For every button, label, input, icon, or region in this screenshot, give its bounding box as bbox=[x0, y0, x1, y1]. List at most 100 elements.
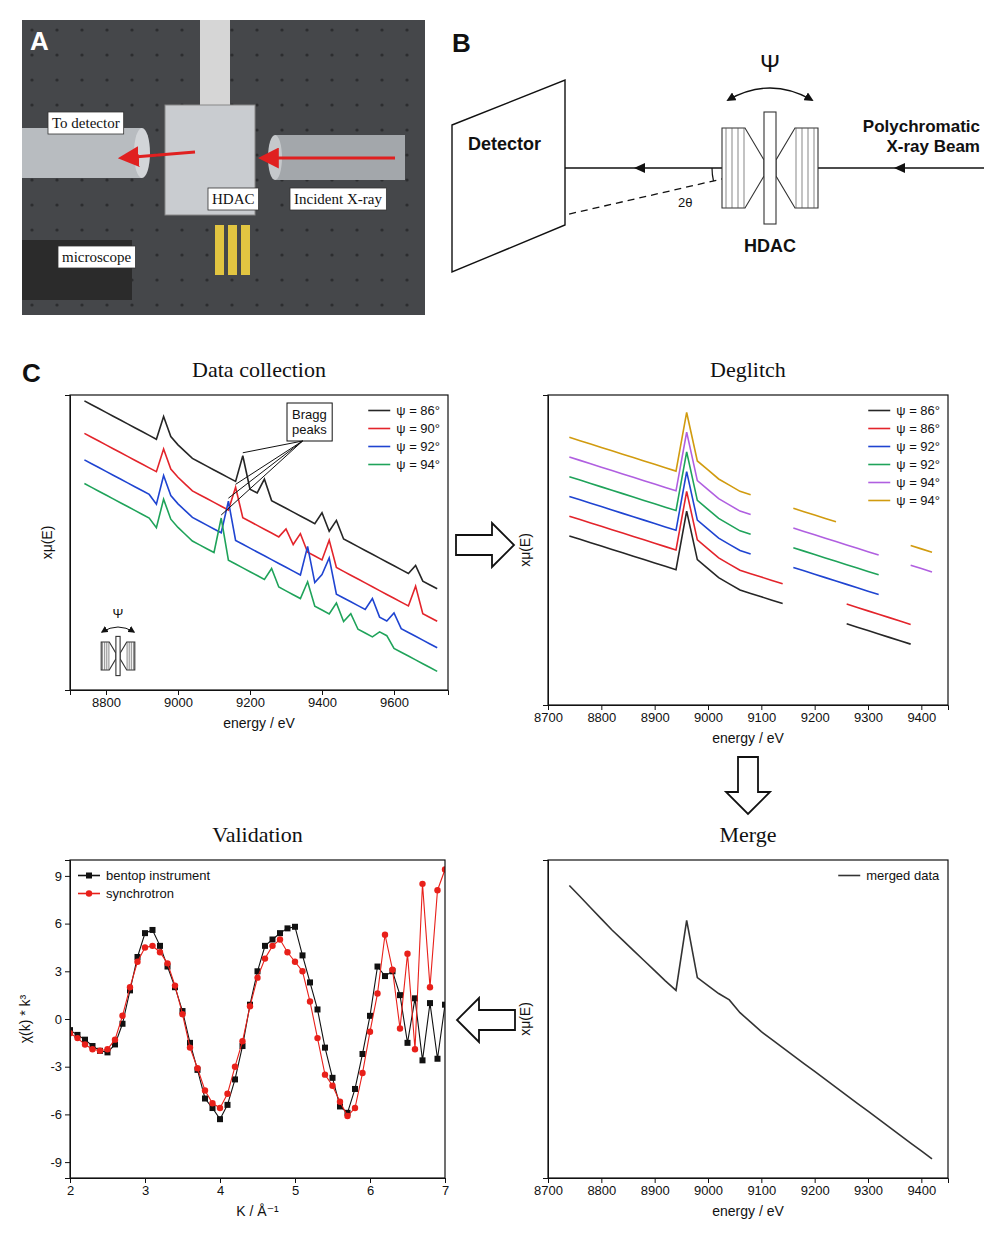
legend-marker bbox=[86, 890, 92, 896]
table-hole bbox=[130, 203, 133, 206]
data-point bbox=[397, 1025, 403, 1031]
legend-swatch bbox=[868, 464, 890, 466]
data-point bbox=[329, 1083, 335, 1089]
table-hole bbox=[230, 53, 233, 56]
anvil-hatch bbox=[808, 128, 809, 208]
beam-arrowhead bbox=[634, 163, 645, 173]
y-axis bbox=[543, 396, 549, 706]
data-point bbox=[157, 949, 163, 955]
data-point bbox=[382, 932, 388, 938]
y-tick-mark bbox=[65, 924, 70, 925]
y-tick: 0 bbox=[55, 1012, 70, 1027]
x-tick: 9200 bbox=[801, 1178, 830, 1198]
cell-plate bbox=[116, 636, 120, 675]
anvil-hatch bbox=[131, 642, 132, 670]
panel-letter: C bbox=[22, 358, 41, 388]
table-hole bbox=[130, 28, 133, 31]
series-line bbox=[569, 452, 878, 575]
table-hole bbox=[380, 53, 383, 56]
x-tick: 9300 bbox=[854, 705, 883, 725]
x-tick-label: 9000 bbox=[164, 695, 193, 710]
inset-rotation-arrow bbox=[102, 627, 134, 632]
anvil-hatch bbox=[104, 642, 105, 670]
x-tick-label: 9300 bbox=[854, 1183, 883, 1198]
table-hole bbox=[305, 228, 308, 231]
table-hole bbox=[55, 303, 58, 306]
x-tick-label: 9100 bbox=[747, 1183, 776, 1198]
x-tick-label: 8900 bbox=[641, 710, 670, 725]
data-point bbox=[344, 1113, 350, 1119]
x-axis-title: K / Å⁻¹ bbox=[236, 1203, 279, 1219]
table-hole bbox=[80, 203, 83, 206]
series-line bbox=[84, 401, 437, 589]
x-tick-label: 8700 bbox=[534, 710, 563, 725]
data-point bbox=[217, 1116, 223, 1122]
legend-item: ψ = 94° bbox=[868, 493, 940, 508]
photo-label: microscope bbox=[62, 249, 131, 265]
table-hole bbox=[280, 128, 283, 131]
table-hole bbox=[330, 303, 333, 306]
table-hole bbox=[30, 78, 33, 81]
y-tick-mark bbox=[65, 1019, 70, 1020]
table-hole bbox=[355, 103, 358, 106]
connector bbox=[215, 225, 224, 275]
data-point bbox=[127, 984, 133, 990]
table-hole bbox=[30, 203, 33, 206]
y-tick-label: -9 bbox=[50, 1155, 62, 1170]
x-tick: 7 bbox=[442, 1178, 449, 1198]
table-hole bbox=[380, 28, 383, 31]
rotation-label: Ψ bbox=[760, 50, 780, 77]
x-axis: 88009000920094009600 bbox=[71, 690, 449, 710]
legend-swatch bbox=[838, 875, 860, 877]
table-hole bbox=[405, 178, 408, 181]
data-point bbox=[97, 1048, 103, 1054]
photo-background bbox=[22, 20, 425, 315]
data-point bbox=[254, 974, 260, 980]
y-axis-line bbox=[65, 396, 71, 691]
scattered-beam bbox=[565, 178, 728, 215]
legend-item: ψ = 86° bbox=[368, 403, 440, 418]
x-tick: 9200 bbox=[801, 705, 830, 725]
y-axis-title: xμ(E) bbox=[517, 533, 533, 567]
table-hole bbox=[105, 103, 108, 106]
data-point bbox=[134, 959, 140, 965]
data-point bbox=[142, 930, 148, 936]
y-tick: 9 bbox=[55, 869, 70, 884]
x-tick: 9400 bbox=[907, 1178, 936, 1198]
table-hole bbox=[155, 128, 158, 131]
x-tick: 8800 bbox=[92, 690, 121, 710]
table-hole bbox=[230, 278, 233, 281]
data-point bbox=[307, 998, 313, 1004]
data-point bbox=[375, 964, 381, 970]
x-tick: 4 bbox=[217, 1178, 224, 1198]
x-tick-label: 9300 bbox=[854, 710, 883, 725]
table-hole bbox=[405, 203, 408, 206]
data-point bbox=[142, 944, 148, 950]
beam-label: PolychromaticX-ray Beam bbox=[863, 117, 980, 156]
table-hole bbox=[155, 78, 158, 81]
y-axis-line bbox=[543, 396, 549, 706]
legend-swatch bbox=[868, 500, 890, 502]
legend-label: ψ = 90° bbox=[396, 421, 440, 436]
data-point bbox=[164, 960, 170, 966]
x-tick-label: 9000 bbox=[694, 1183, 723, 1198]
table-hole bbox=[230, 78, 233, 81]
detector-body bbox=[22, 128, 142, 178]
legend-item: ψ = 90° bbox=[368, 421, 440, 436]
table-hole bbox=[405, 253, 408, 256]
data-point bbox=[232, 1076, 238, 1082]
legend-label: merged data bbox=[866, 868, 940, 883]
legend-swatch bbox=[368, 428, 390, 430]
x-tick-label: 8800 bbox=[92, 695, 121, 710]
table-hole bbox=[180, 228, 183, 231]
callout-leader bbox=[221, 441, 302, 515]
data-point bbox=[179, 1011, 185, 1017]
x-axis: 87008800890090009100920093009400 bbox=[534, 1178, 948, 1198]
x-tick: 2 bbox=[67, 1178, 74, 1198]
data-point bbox=[405, 1040, 411, 1046]
x-tick-label: 6 bbox=[367, 1183, 374, 1198]
anvil-hatch bbox=[732, 128, 733, 208]
legend-swatch bbox=[868, 446, 890, 448]
series-line bbox=[569, 412, 932, 552]
data-point bbox=[285, 925, 291, 931]
